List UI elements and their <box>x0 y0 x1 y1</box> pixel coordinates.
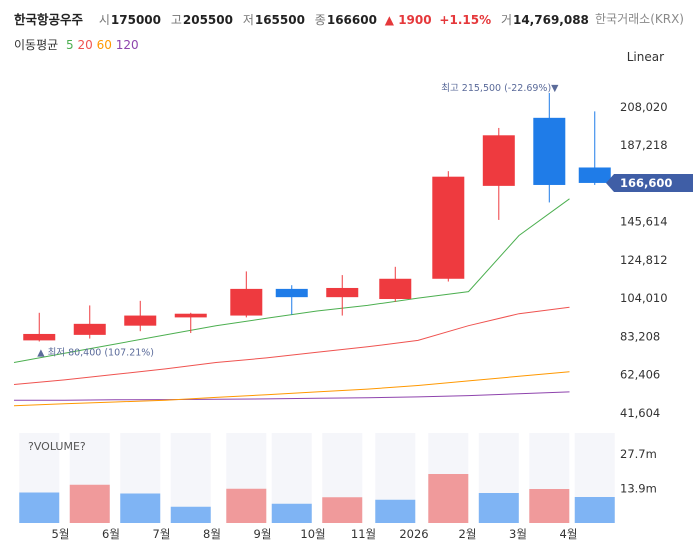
volume-bar <box>120 493 161 523</box>
y-tick-label: 145,614 <box>620 215 668 229</box>
ma-title: 이동평균 <box>14 38 59 52</box>
y-tick-label: 124,812 <box>620 253 668 267</box>
volume-bar <box>170 506 211 523</box>
candle-body <box>432 176 465 279</box>
high-value: 205500 <box>182 13 233 27</box>
x-tick-label: 2월 <box>459 527 477 541</box>
exchange-name: 한국거래소(KRX) <box>595 12 684 26</box>
volume-bar <box>271 503 312 523</box>
close-value: 166600 <box>326 13 377 27</box>
current-price-tag-label: 166,600 <box>620 176 672 190</box>
y-tick-label: 187,218 <box>620 138 668 152</box>
y-tick-label: 208,020 <box>620 100 668 114</box>
scale-mode-button[interactable]: Linear <box>626 50 664 64</box>
volume-bar <box>19 492 60 523</box>
low-label: 저 <box>242 13 254 27</box>
volume-bar <box>226 488 267 523</box>
change-value: ▲ 1900 <box>384 13 432 27</box>
ma60-legend: 60 <box>96 38 112 52</box>
ma20-line <box>13 306 570 385</box>
candle-body <box>174 313 207 318</box>
x-tick-label: 7월 <box>153 527 171 541</box>
moving-average-legend[interactable]: 이동평균 5 20 60 120 <box>14 36 139 53</box>
volume-bar <box>375 499 416 523</box>
volume-bar <box>322 497 363 523</box>
x-tick-label: 9월 <box>254 527 272 541</box>
volume-tick-label: 13.9m <box>620 481 657 495</box>
open-value: 175000 <box>110 13 161 27</box>
price-header: 한국항공우주 시175000 고205500 저165500 종166600 ▲… <box>14 9 589 28</box>
y-tick-label: 83,208 <box>620 329 660 343</box>
current-price-tag: 166,600 <box>606 173 693 192</box>
ma5-line <box>13 198 570 363</box>
y-tick-label: 104,010 <box>620 291 668 305</box>
ma120-line <box>14 391 570 401</box>
y-tick-label: 62,406 <box>620 368 660 382</box>
current-price-tag-shape <box>606 173 693 192</box>
volume-bar <box>574 497 615 523</box>
stock-name: 한국항공우주 <box>14 12 84 27</box>
candle-body <box>124 315 157 326</box>
y-tick-label: 41,604 <box>620 406 660 420</box>
x-tick-label: 11월 <box>351 527 376 541</box>
volume-label: 거 <box>500 13 512 27</box>
volume-bar <box>69 484 110 523</box>
candle-body <box>73 323 106 335</box>
volume-value: 14,769,088 <box>512 13 589 27</box>
volume-tick-label: 27.7m <box>620 447 657 461</box>
candle-body <box>326 287 359 298</box>
change-percent: +1.15% <box>439 13 492 27</box>
x-tick-label: 6월 <box>102 527 120 541</box>
ma120-legend: 120 <box>115 38 139 52</box>
max-price-annotation: 최고 215,500 (-22.69%)▼ <box>441 83 559 94</box>
candle-body <box>230 288 263 316</box>
candle-body <box>23 333 56 341</box>
ma5-legend: 5 <box>66 38 74 52</box>
candle-body <box>379 278 412 300</box>
x-tick-label: 4월 <box>560 527 578 541</box>
ma60-line <box>13 371 570 407</box>
volume-bar <box>478 493 519 523</box>
x-tick-label: 3월 <box>509 527 527 541</box>
volume-bar <box>428 474 469 523</box>
x-tick-label: 8월 <box>203 527 221 541</box>
x-tick-label: 10월 <box>300 527 325 541</box>
candle-body <box>482 135 515 186</box>
x-tick-label: 2026 <box>399 527 428 541</box>
candle-body <box>578 167 611 183</box>
candle-body <box>533 117 566 185</box>
high-label: 고 <box>170 13 182 27</box>
candle-body <box>275 288 308 298</box>
low-value: 165500 <box>254 13 305 27</box>
volume-title: ?VOLUME? <box>28 440 86 453</box>
close-label: 종 <box>314 13 326 27</box>
open-label: 시 <box>98 13 110 27</box>
volume-bar <box>529 489 570 523</box>
min-price-annotation: ▲ 최저 80,400 (107.21%) <box>37 347 154 358</box>
x-tick-label: 5월 <box>52 527 70 541</box>
ma20-legend: 20 <box>77 38 93 52</box>
